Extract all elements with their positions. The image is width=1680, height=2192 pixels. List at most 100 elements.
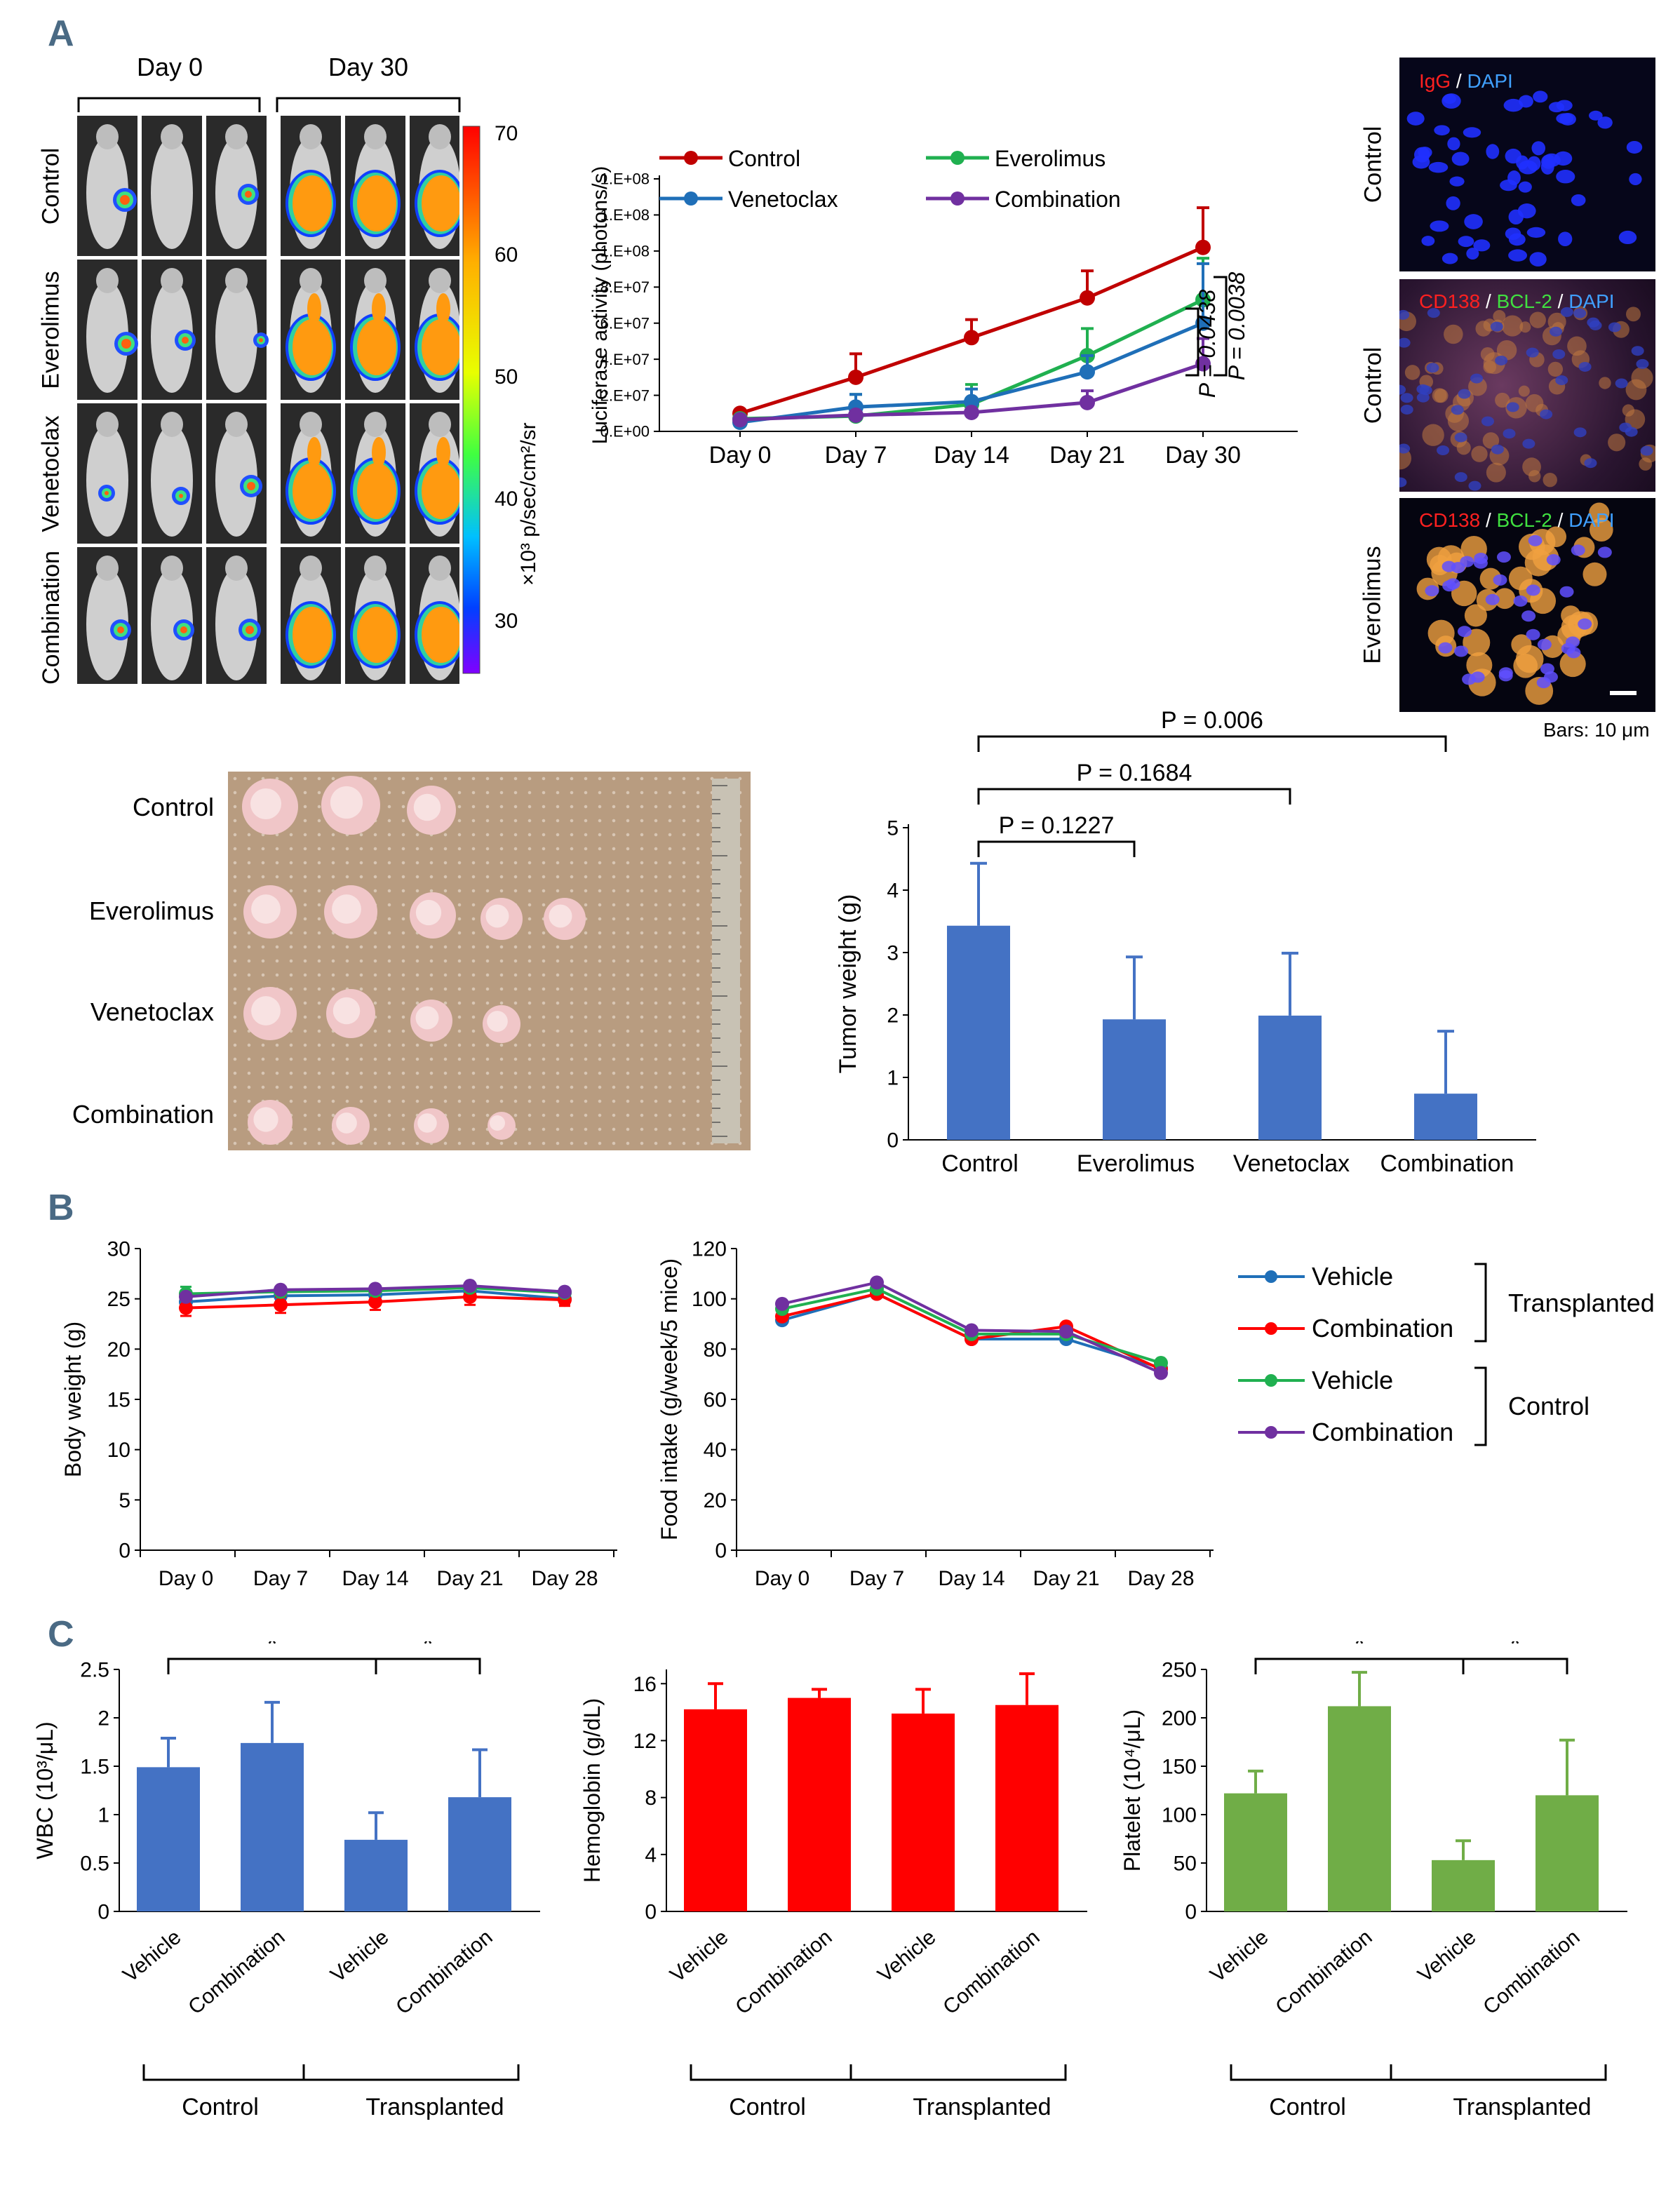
nucleus [1508,249,1528,262]
x-tick-label: Day 28 [1127,1567,1194,1590]
legend-marker [684,151,698,165]
tumor-highlight [251,894,281,924]
signal-core [357,607,396,663]
x-tick-label: Combination [1271,1925,1376,2019]
cell-signal [1513,653,1538,678]
photo-row-label: Combination [72,1100,214,1129]
nucleus [1473,239,1491,252]
bar [1224,1793,1287,1911]
signal-upper [372,293,386,324]
cell-signal [1456,441,1471,455]
cell-signal [1518,385,1530,397]
colorbar-tick: 60 [495,243,518,267]
mouse-body [86,281,128,393]
legend-item: Combination [1312,1418,1453,1446]
nucleus [1560,307,1573,317]
x-tick-label: Vehicle [1413,1925,1480,1986]
significance-star: * [1354,1641,1365,1660]
group-label: Transplanted [913,2094,1051,2120]
nucleus [1540,409,1553,419]
data-point [1154,1366,1168,1380]
tumor-highlight [417,1113,437,1133]
ruler [712,779,740,1143]
mouse-body [215,137,257,249]
scale-bar-caption: Bars: 10 μm [1543,719,1650,741]
cell-signal [1567,336,1587,356]
mouse-head [161,268,183,293]
y-tick-label: 0 [887,1129,899,1152]
micrograph-row-label: Control [1359,347,1387,424]
nucleus [1437,445,1450,455]
y-axis-title: Food intake (g/week/5 mice) [657,1258,682,1540]
nucleus [1573,308,1587,318]
tumor-highlight [253,1107,278,1132]
mouse-head [429,124,451,149]
y-tick-label: 60 [704,1389,727,1412]
tumor-highlight [415,1006,439,1030]
significance-bracket [376,1658,481,1674]
data-point [368,1282,382,1296]
cell-signal [1496,339,1517,361]
nucleus [1571,194,1586,206]
signal-core [422,463,459,519]
colorbar: 70 60 50 40 30 ×10³ p/sec/cm²/sr [462,123,540,674]
nucleus [1543,671,1558,683]
mouse-head [300,556,322,581]
cell-signal [1494,588,1516,610]
group-bracket [1391,2064,1607,2081]
bar [241,1742,304,1911]
cell-signal [1639,457,1653,471]
nucleus [1493,574,1507,586]
bar-combination [1414,1094,1477,1140]
x-tick-label: Combination [939,1925,1044,2019]
nucleus [1619,422,1632,433]
mouse-head [96,268,119,293]
tumor-highlight [250,788,281,819]
mouse-body [215,424,257,537]
tumor-weight-chart: 0 1 2 3 4 5 Tumor weight (g) Control Everolimus V… [835,707,1536,1177]
imaging-row-label: Everolimus [37,270,65,389]
signal-upper [307,437,321,468]
data-point [368,1294,382,1309]
y-tick-label: 8.E+07 [600,278,650,296]
bar [684,1709,747,1911]
nucleus [1597,546,1612,558]
mouse-head [225,268,248,293]
nucleus [1427,308,1440,318]
imaging-row-labels: Control Everolimus Venetoclax Combinatio… [34,116,69,684]
y-axis-title: WBC (10³/μL) [32,1721,58,1859]
tumor-highlight [251,996,281,1026]
nucleus [1546,554,1561,566]
y-axis-title: Luciferase activity (photons/s) [589,166,612,445]
nucleus [1550,326,1563,337]
cell-signal [1475,321,1492,337]
nucleus [1626,141,1643,154]
mouse-head [364,556,387,581]
nucleus [1406,112,1425,126]
bar-control [947,925,1010,1140]
nucleus [1413,147,1430,163]
bar [995,1704,1059,1911]
cell-signal [1547,361,1564,377]
legend-item: Vehicle [1312,1366,1393,1394]
nucleus [1529,252,1547,267]
data-point [558,1284,572,1299]
nucleus [1608,322,1621,332]
nucleus [1558,231,1573,247]
bar-everolimus [1103,1019,1166,1140]
data-point [1059,1324,1073,1339]
significance-bracket [1463,1658,1568,1674]
nucleus [1451,405,1464,415]
nucleus [1508,233,1526,246]
y-tick-label: 1.E+08 [600,243,650,260]
mouse-body [151,281,193,393]
signal-upper [436,437,450,468]
micrograph-igg: IgG / DAPI [1399,58,1655,271]
nucleus [1458,236,1474,248]
colorbar-tick: 70 [495,123,518,145]
cell-signal [1522,457,1541,477]
bar [788,1697,851,1911]
nucleus [1578,361,1592,372]
signal-upper [372,437,386,468]
nucleus [1430,220,1449,232]
